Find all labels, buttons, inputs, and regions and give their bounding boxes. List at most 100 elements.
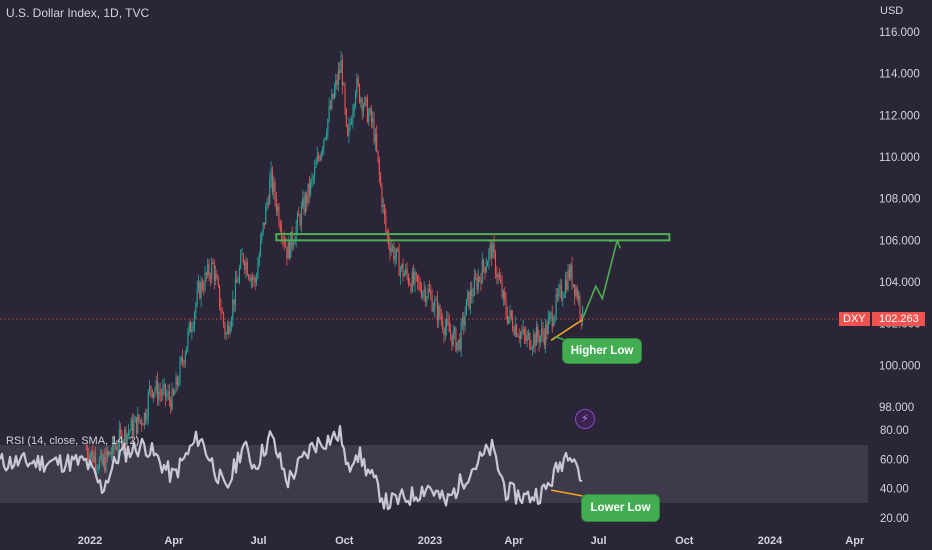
candle-body <box>129 430 131 433</box>
candle-body <box>312 177 314 178</box>
candle-body <box>197 282 200 290</box>
candle-body <box>183 361 185 364</box>
price-axis: 116.000 114.000 112.000 110.000 108.000 106.0… <box>879 27 921 414</box>
candle-body <box>145 413 147 421</box>
candle-body <box>541 328 543 336</box>
candle-body <box>274 181 276 200</box>
candle-body <box>518 336 520 339</box>
candle-body <box>211 262 213 279</box>
candle-body <box>476 278 478 290</box>
candle-body <box>267 202 269 205</box>
candle-body <box>483 259 485 268</box>
candle-body <box>117 446 119 450</box>
candle-body <box>187 331 189 347</box>
lightning-icon[interactable]: ⚡ <box>575 409 595 429</box>
candle-body <box>566 279 568 290</box>
candle-body <box>472 295 474 297</box>
time-tick: Jul <box>591 535 607 547</box>
candle-body <box>497 274 499 278</box>
candle-body <box>510 310 512 319</box>
candle-body <box>567 269 569 290</box>
projection-path <box>582 240 619 319</box>
candle-body <box>442 320 444 330</box>
time-axis: 2022 Apr Jul Oct 2023 Apr Jul Oct 2024 Apr <box>78 535 865 547</box>
time-tick: Oct <box>675 535 694 547</box>
candle-body <box>166 395 168 398</box>
candle-body <box>484 267 486 273</box>
candle-body <box>109 451 111 455</box>
candle-body <box>121 433 123 449</box>
candle-body <box>568 269 570 278</box>
resistance-zone <box>275 233 671 242</box>
candle-body <box>475 277 477 279</box>
candle-body <box>450 332 452 335</box>
higher-low-callout[interactable]: Higher Low <box>562 338 642 364</box>
candle-body <box>298 213 300 217</box>
candle-body <box>105 450 107 472</box>
candle-body <box>196 289 198 304</box>
candle-body <box>563 294 565 298</box>
candle-body <box>539 335 541 344</box>
candle-body <box>186 346 188 355</box>
candle-body <box>355 92 357 105</box>
rsi-indicator-label[interactable]: RSI (14, close, SMA, 14, 2) <box>6 435 140 447</box>
candle-body <box>347 125 349 136</box>
candle-body <box>193 312 196 326</box>
rsi-tick: 20.00 <box>880 513 909 525</box>
candle-body <box>438 306 440 321</box>
candle-body <box>517 336 519 338</box>
price-tick: 116.000 <box>879 27 920 39</box>
candle-body <box>520 332 522 339</box>
time-tick: 2023 <box>418 535 442 547</box>
candle-body <box>380 174 382 187</box>
candle-body <box>223 313 225 324</box>
time-tick: 2022 <box>78 535 102 547</box>
lower-low-callout[interactable]: Lower Low <box>581 494 660 522</box>
candle-body <box>207 264 209 276</box>
candle-body <box>431 294 433 312</box>
candle-body <box>452 331 454 346</box>
candle-body <box>87 448 89 456</box>
candle-body <box>455 328 457 351</box>
candle-body <box>391 246 394 249</box>
candle-body <box>204 272 206 290</box>
candle-body <box>137 414 139 434</box>
candle-body <box>435 299 437 301</box>
candle-body <box>110 453 112 455</box>
candle-body <box>97 468 99 470</box>
candle-body <box>112 439 114 454</box>
candle-body <box>253 277 255 280</box>
candle-body <box>262 222 264 233</box>
candle-body <box>176 376 178 385</box>
candle-body <box>506 314 508 323</box>
candle-body <box>303 198 305 213</box>
candle-body <box>259 239 262 256</box>
rsi-tick: 60.00 <box>880 454 909 466</box>
candle-body <box>411 271 413 292</box>
candle-body <box>94 455 97 469</box>
candle-body <box>348 124 350 136</box>
candle-body <box>543 335 545 346</box>
candle-body <box>426 297 428 302</box>
candle-body <box>282 238 284 239</box>
candle-body <box>341 60 343 86</box>
candle-body <box>549 314 551 319</box>
candle-body <box>179 361 181 383</box>
candle-body <box>358 84 361 103</box>
candle-body <box>324 137 326 140</box>
candle-body <box>219 285 221 308</box>
candle-body <box>555 294 557 315</box>
rsi-line <box>0 425 583 511</box>
candle-body <box>279 224 281 231</box>
candle-body <box>571 264 573 286</box>
candle-body <box>118 429 120 447</box>
candle-body <box>362 106 365 112</box>
candle-body <box>451 334 453 346</box>
candle-body <box>551 312 553 327</box>
candle-body <box>316 156 318 164</box>
candle-body <box>501 282 503 298</box>
candle-body <box>369 108 371 114</box>
candle-body <box>464 315 466 326</box>
time-tick: Apr <box>164 535 184 547</box>
